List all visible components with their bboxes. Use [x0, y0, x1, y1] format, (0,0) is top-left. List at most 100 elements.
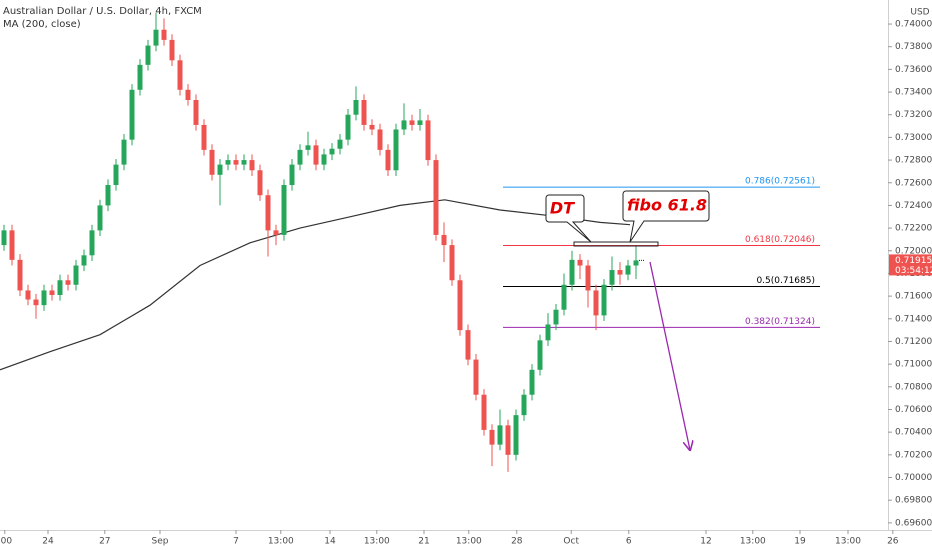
candle-body: [353, 99, 359, 115]
y-tick-label: 0.71400: [895, 314, 932, 324]
candle-body: [609, 270, 615, 285]
y-tick-label: 0.70200: [895, 450, 932, 460]
candle-body: [329, 148, 335, 155]
candle-body: [97, 205, 103, 231]
candle-body: [321, 154, 327, 165]
x-tick-label: 13:00: [364, 537, 390, 547]
y-tick-label: 0.70400: [895, 428, 932, 438]
candle-body: [633, 260, 639, 266]
x-tick-label: Sep: [152, 537, 169, 547]
fib-label: 0.786(0.72561): [745, 177, 815, 187]
candle-body: [161, 29, 167, 40]
candle-body: [9, 230, 15, 260]
candle-body: [449, 245, 455, 281]
x-tick-label: 21: [418, 537, 429, 547]
candle-body: [433, 160, 439, 235]
candle-body: [217, 164, 223, 175]
x-tick-label: :00: [0, 537, 12, 547]
candle-body: [201, 124, 207, 150]
y-tick-label: 0.72600: [895, 178, 932, 188]
candle-body: [377, 129, 383, 150]
candle-body: [313, 145, 319, 165]
candle-body: [345, 114, 351, 140]
y-tick-label: 0.72800: [895, 156, 932, 166]
y-tick-label: 0.71000: [895, 360, 932, 370]
candle-body: [65, 280, 71, 285]
candle-body: [33, 299, 39, 306]
x-tick-label: 14: [324, 537, 336, 547]
x-tick-label: 13:00: [456, 537, 482, 547]
x-tick-label: 26: [887, 537, 899, 547]
callout-text: fibo 61.8: [627, 196, 707, 215]
candle-body: [593, 290, 599, 316]
y-tick-label: 0.70000: [895, 473, 932, 483]
arrow: [649, 261, 690, 450]
candle-body: [585, 265, 591, 291]
x-tick-label: 6: [626, 537, 632, 547]
candle-body: [81, 255, 87, 266]
candle-body: [129, 89, 135, 140]
candle-body: [89, 230, 95, 256]
candle-body: [489, 429, 495, 445]
candle-body: [1, 230, 7, 246]
candle-body: [145, 45, 151, 65]
x-tick-label: Oct: [563, 537, 579, 547]
candle-body: [497, 425, 503, 445]
y-tick-label: 0.73200: [895, 110, 932, 120]
x-tick-label: 19: [794, 537, 806, 547]
y-tick-label: 0.73800: [895, 42, 932, 52]
candle-body: [233, 160, 239, 165]
y-tick-label: 0.72200: [895, 224, 932, 234]
price-tag: [889, 254, 932, 276]
candle-body: [49, 290, 55, 295]
candle-body: [241, 160, 247, 165]
candle-body: [465, 330, 471, 360]
candle-body: [385, 149, 391, 171]
candle-body: [265, 195, 271, 231]
candle-body: [441, 234, 447, 246]
annotations: DT fibo 61.8: [545, 190, 710, 450]
y-tick-label: 0.74000: [895, 20, 932, 30]
y-tick-label: 0.72400: [895, 201, 932, 211]
candle-body: [153, 29, 159, 46]
y-tick-label: 0.71600: [895, 292, 932, 302]
candle-body: [537, 340, 543, 370]
candle-body: [41, 290, 47, 306]
top-box: [573, 241, 659, 247]
candle-body: [169, 39, 175, 61]
candle-body: [289, 164, 295, 186]
candle-body: [617, 270, 623, 275]
candle-body: [561, 284, 567, 310]
y-tick-label: 0.73000: [895, 133, 932, 143]
candle-body: [113, 164, 119, 186]
y-tick-label: 0.73600: [895, 65, 932, 75]
y-tick-label: 0.72000: [895, 246, 932, 256]
candle-body: [545, 324, 551, 341]
x-tick-label: 7: [233, 537, 239, 547]
candle-body: [481, 394, 487, 430]
candle-body: [209, 149, 215, 175]
candle-body: [369, 124, 375, 130]
candle-body: [505, 425, 511, 455]
fib-label: 0.382(0.71324): [745, 317, 815, 327]
y-tick-label: 0.70800: [895, 382, 932, 392]
x-tick-label: 13:00: [268, 537, 294, 547]
currency-label: USD: [910, 8, 929, 18]
y-tick-label: 0.73400: [895, 88, 932, 98]
legend-entry: MA (200, close): [3, 19, 81, 30]
callout-box: [545, 194, 592, 243]
candle-body: [521, 394, 527, 416]
x-tick-label: 13:00: [740, 537, 766, 547]
y-tick-label: 0.69600: [895, 518, 932, 528]
candle-body: [409, 120, 415, 125]
candle-body: [121, 139, 127, 165]
candle-body: [457, 280, 463, 331]
candle-body: [513, 415, 519, 455]
candle-body: [577, 259, 583, 266]
candle-body: [281, 185, 287, 235]
candle-body: [337, 139, 343, 149]
candle-body: [177, 60, 183, 90]
